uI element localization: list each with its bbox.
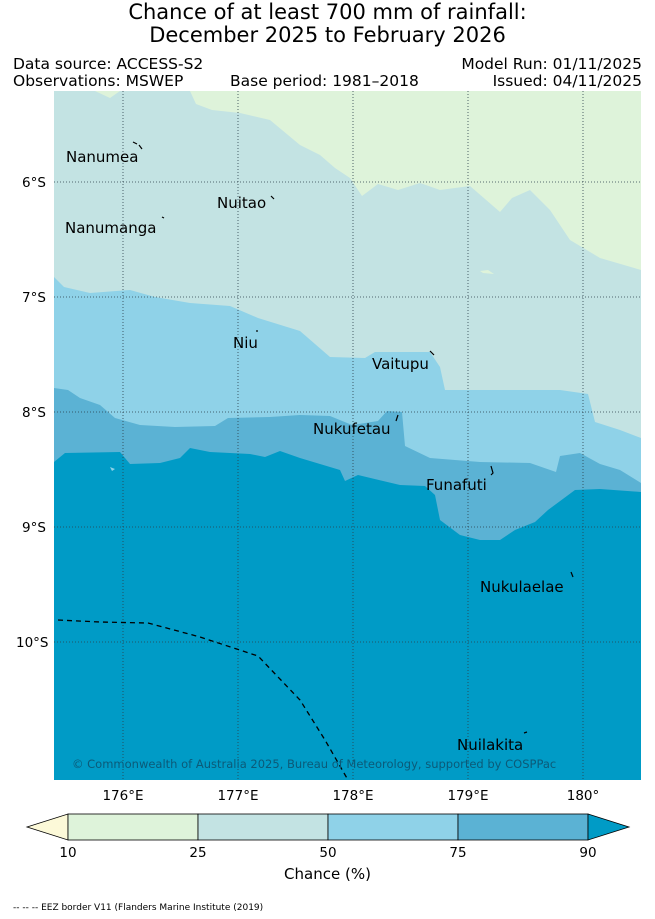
lon-label-179e: 179°E — [447, 788, 489, 804]
colorbar-tick-25: 25 — [189, 845, 207, 861]
colorbar-bin-10-25 — [67, 813, 199, 841]
island-nukufetau-shape — [395, 414, 399, 422]
band-90-plus — [54, 448, 641, 780]
colorbar-tick-75: 75 — [449, 845, 467, 861]
colorbar — [25, 813, 631, 841]
small-patch — [110, 467, 115, 471]
data-source-label: Data source: ACCESS-S2 — [13, 55, 204, 73]
colorbar-bin-25-50 — [197, 813, 329, 841]
colorbar-tick-10: 10 — [59, 845, 77, 861]
colorbar-tick-50: 50 — [319, 845, 337, 861]
place-nuilakita: Nuilakita — [457, 736, 523, 754]
observations-label: Observations: MSWEP — [13, 72, 184, 90]
place-funafuti: Funafuti — [426, 476, 487, 494]
title-line-2: December 2025 to February 2026 — [149, 23, 506, 47]
colorbar-under-arrow — [25, 813, 69, 841]
title-line-1: Chance of at least 700 mm of rainfall: — [128, 0, 527, 24]
lat-label-8s: 8°S — [22, 405, 46, 421]
band-10-25-patch — [480, 270, 494, 274]
colorbar-over-arrow — [587, 813, 631, 841]
lat-label-7s: 7°S — [22, 290, 46, 306]
islands — [132, 141, 574, 734]
place-niu: Niu — [233, 334, 258, 352]
eez-footnote: -- -- -- EEZ border V11 (Flanders Marine… — [13, 903, 264, 913]
map-panel: Nanumea Nuitao Nanumanga Niu Vaitupu Nuk… — [54, 91, 641, 780]
lat-label-9s: 9°S — [22, 520, 46, 536]
lat-label-10s: 10°S — [16, 635, 49, 651]
island-vaitupu-shape — [429, 350, 435, 356]
island-nanumanga-shape — [161, 216, 165, 219]
copyright-notice: © Commonwealth of Australia 2025, Bureau… — [72, 757, 556, 771]
place-vaitupu: Vaitupu — [372, 355, 429, 373]
issued-label: Issued: 04/11/2025 — [492, 72, 642, 90]
place-nukulaelae: Nukulaelae — [480, 578, 564, 596]
lon-label-177e: 177°E — [217, 788, 259, 804]
place-nukufetau: Nukufetau — [313, 420, 391, 438]
colorbar-title: Chance (%) — [284, 865, 371, 883]
graticule — [54, 91, 641, 780]
island-nanumea-shape — [132, 141, 143, 150]
colorbar-bin-50-75 — [327, 813, 459, 841]
place-nanumea: Nanumea — [66, 148, 138, 166]
colorbar-tick-90: 90 — [579, 845, 597, 861]
island-nuilakita-shape — [523, 731, 528, 734]
eez-border — [57, 619, 349, 780]
lat-label-6s: 6°S — [22, 175, 46, 191]
place-nanumanga: Nanumanga — [65, 219, 156, 237]
colorbar-bin-75-90 — [457, 813, 589, 841]
island-nuitao-shape — [270, 195, 275, 200]
lon-label-180: 180° — [566, 788, 600, 804]
lon-label-176e: 176°E — [102, 788, 144, 804]
island-funafuti-shape — [490, 465, 494, 476]
lon-label-178e: 178°E — [332, 788, 374, 804]
island-nukulaelae-shape — [570, 571, 574, 578]
base-period-label: Base period: 1981–2018 — [230, 72, 419, 90]
place-nuitao: Nuitao — [217, 194, 266, 212]
model-run-label: Model Run: 01/11/2025 — [461, 55, 642, 73]
